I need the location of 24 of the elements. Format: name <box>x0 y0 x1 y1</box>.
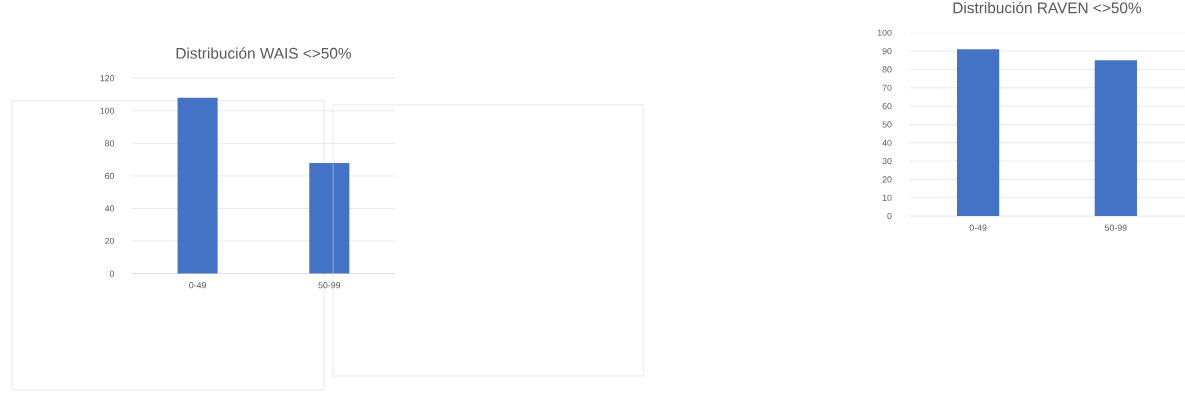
y-tick-label: 50 <box>882 121 892 128</box>
y-tick-label: 0 <box>887 213 892 220</box>
y-tick-label: 20 <box>105 238 115 245</box>
y-tick-label: 80 <box>882 66 892 73</box>
y-tick-label: 120 <box>100 75 115 82</box>
x-tick-label: 0-49 <box>969 224 987 231</box>
y-tick-label: 0 <box>109 270 115 277</box>
y-tick-label: 60 <box>882 103 892 110</box>
y-tick-label: 80 <box>105 140 115 147</box>
y-tick-label: 20 <box>882 176 892 183</box>
y-tick-label: 60 <box>105 172 115 180</box>
y-tick-label: 40 <box>882 139 892 146</box>
x-tick-label: 50-99 <box>1104 224 1127 231</box>
y-tick-label: 40 <box>104 205 115 212</box>
x-tick-label: 0-49 <box>189 282 206 289</box>
chart-title: Distribución WAIS <>50% <box>176 47 351 59</box>
y-tick-label: 30 <box>882 158 892 165</box>
chart-title: Distribución RAVEN <>50% <box>953 1 1142 14</box>
y-tick-label: 10 <box>882 194 892 201</box>
y-tick-label: 90 <box>882 48 892 55</box>
x-tick-label: 50-99 <box>318 282 341 289</box>
y-tick-label: 100 <box>877 29 892 37</box>
y-tick-label: 100 <box>100 107 115 115</box>
y-tick-label: 70 <box>882 84 892 92</box>
